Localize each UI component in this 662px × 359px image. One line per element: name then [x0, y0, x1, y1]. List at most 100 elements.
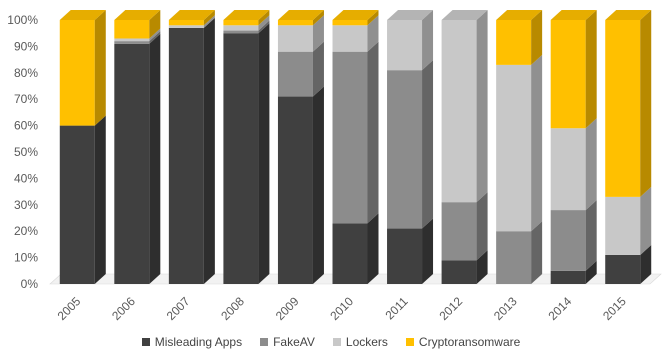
y-tick-label: 70% — [14, 92, 38, 106]
bar-segment-lockers-2006 — [114, 38, 150, 42]
bar-segment-cryptoransomware-2009 — [277, 20, 313, 26]
bar-segment-cryptoransomware-2005 — [59, 20, 95, 126]
legend-label: Misleading Apps — [154, 335, 243, 349]
legend-item-fakeav: FakeAV — [260, 335, 315, 349]
y-tick-label: 60% — [14, 119, 38, 133]
bar-segment-fakeav-2012 — [441, 202, 477, 261]
bar-side-misleading-apps-2009 — [312, 86, 324, 284]
bar-stack-2012 — [441, 10, 488, 284]
bar-segment-lockers-2013 — [496, 64, 532, 232]
bar-segment-lockers-2010 — [332, 25, 368, 52]
legend-item-misleading-apps: Misleading Apps — [141, 335, 243, 349]
bar-top-2011 — [387, 10, 434, 20]
bar-side-misleading-apps-2010 — [367, 213, 379, 284]
legend-item-lockers: Lockers — [332, 335, 388, 349]
y-tick-label: 40% — [14, 171, 38, 185]
bar-stack-2008 — [223, 10, 270, 285]
x-tick-label: 2007 — [164, 294, 193, 323]
bar-side-misleading-apps-2011 — [422, 218, 434, 284]
y-tick-label: 30% — [14, 198, 38, 212]
legend-swatch — [260, 338, 269, 346]
bar-stack-2006 — [114, 10, 161, 285]
bar-stack-2013 — [496, 10, 543, 284]
x-tick-label: 2006 — [109, 294, 138, 323]
x-tick-label: 2010 — [327, 294, 356, 323]
bar-side-lockers-2010 — [367, 15, 379, 52]
x-tick-label: 2008 — [218, 294, 247, 323]
bar-stack-2011 — [387, 10, 434, 284]
bar-stack-2014 — [550, 10, 597, 284]
bar-segment-fakeav-2014 — [550, 210, 586, 271]
bar-segment-misleading-apps-2010 — [332, 223, 368, 284]
y-tick-label: 90% — [14, 39, 38, 53]
y-tick-label: 0% — [21, 277, 39, 291]
bar-side-cryptoransomware-2006 — [149, 10, 161, 39]
bar-side-cryptoransomware-2015 — [640, 10, 652, 197]
bar-segment-misleading-apps-2005 — [59, 125, 95, 284]
bar-segment-lockers-2015 — [605, 196, 641, 255]
legend-swatch — [332, 338, 341, 346]
legend-label: Cryptoransomware — [418, 335, 521, 349]
bar-top-2014 — [550, 10, 597, 20]
bar-segment-misleading-apps-2012 — [441, 260, 477, 284]
bar-segment-lockers-2007 — [168, 25, 204, 28]
bar-side-lockers-2006 — [149, 28, 161, 42]
bar-segment-misleading-apps-2009 — [277, 96, 313, 284]
bar-side-cryptoransomware-2013 — [531, 10, 543, 65]
bar-segment-misleading-apps-2015 — [605, 254, 641, 284]
x-tick-label: 2012 — [436, 294, 465, 323]
bar-top-2006 — [114, 10, 161, 20]
bar-stack-2007 — [168, 10, 215, 284]
bar-side-cryptoransomware-2010 — [367, 10, 379, 26]
bar-side-fakeav-2010 — [367, 41, 379, 224]
bar-side-fakeav-2011 — [422, 60, 434, 229]
bar-segment-misleading-apps-2014 — [550, 270, 586, 284]
bar-top-2009 — [277, 10, 324, 20]
bar-segment-cryptoransomware-2014 — [550, 20, 586, 129]
bar-segment-cryptoransomware-2006 — [114, 20, 150, 39]
bar-segment-lockers-2011 — [387, 20, 423, 71]
bar-side-lockers-2011 — [422, 10, 434, 71]
bar-stack-2009 — [277, 10, 324, 284]
x-tick-label: 2005 — [55, 294, 84, 323]
bar-segment-lockers-2014 — [550, 128, 586, 211]
legend-swatch — [405, 338, 414, 346]
bar-segment-cryptoransomware-2015 — [605, 20, 641, 197]
legend-swatch — [141, 338, 150, 346]
bar-side-lockers-2008 — [258, 15, 270, 31]
bar-segment-fakeav-2009 — [277, 51, 313, 97]
bar-side-cryptoransomware-2014 — [585, 10, 597, 129]
bar-side-cryptoransomware-2008 — [258, 10, 270, 26]
bar-side-misleading-apps-2012 — [476, 250, 488, 284]
bar-top-2007 — [168, 10, 215, 20]
bar-top-2008 — [223, 10, 270, 20]
bar-top-2012 — [441, 10, 488, 20]
x-tick-label: 2011 — [383, 294, 411, 322]
legend-label: FakeAV — [273, 335, 315, 349]
bar-top-2005 — [59, 10, 106, 20]
bar-segment-misleading-apps-2006 — [114, 43, 150, 285]
bar-side-misleading-apps-2007 — [203, 17, 215, 284]
bar-side-misleading-apps-2008 — [258, 23, 270, 284]
bar-stack-2005 — [59, 10, 106, 284]
bar-side-misleading-apps-2015 — [640, 244, 652, 284]
bar-segment-lockers-2012 — [441, 20, 477, 203]
bar-side-fakeav-2008 — [258, 20, 270, 34]
bar-segment-cryptoransomware-2008 — [223, 20, 259, 26]
bar-top-2010 — [332, 10, 379, 20]
bar-segment-cryptoransomware-2010 — [332, 20, 368, 26]
bar-top-2015 — [605, 10, 652, 20]
bar-side-cryptoransomware-2005 — [94, 10, 106, 126]
bar-side-misleading-apps-2005 — [94, 115, 106, 284]
bar-side-misleading-apps-2014 — [585, 260, 597, 284]
bar-segment-cryptoransomware-2007 — [168, 20, 204, 26]
bar-segment-lockers-2008 — [223, 25, 259, 31]
bar-side-fakeav-2009 — [312, 41, 324, 97]
bar-segment-fakeav-2008 — [223, 30, 259, 34]
bar-stack-2010 — [332, 10, 379, 284]
bar-side-lockers-2014 — [585, 118, 597, 211]
bar-side-lockers-2015 — [640, 186, 652, 255]
bar-segment-fakeav-2010 — [332, 51, 368, 224]
bar-segment-fakeav-2006 — [114, 41, 150, 44]
